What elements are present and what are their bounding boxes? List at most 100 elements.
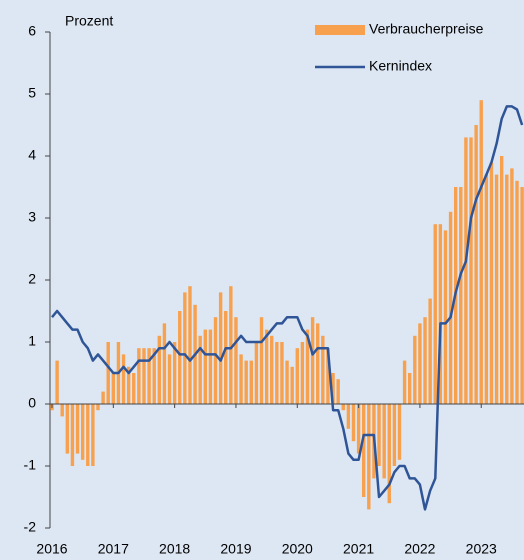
bar bbox=[121, 354, 126, 404]
bar bbox=[275, 342, 279, 404]
bar bbox=[75, 404, 80, 454]
y-tick-label: 4 bbox=[28, 147, 36, 163]
bar bbox=[147, 348, 151, 404]
bar bbox=[157, 335, 162, 404]
y-tick-label: -2 bbox=[24, 519, 37, 535]
bar bbox=[172, 342, 177, 404]
bar bbox=[132, 373, 136, 404]
bar bbox=[290, 366, 294, 404]
bar bbox=[499, 156, 504, 404]
x-tick-label: 2022 bbox=[404, 541, 435, 557]
x-tick-label: 2019 bbox=[220, 541, 251, 557]
bar bbox=[428, 298, 432, 404]
x-tick-label: 2023 bbox=[466, 541, 497, 557]
bar bbox=[280, 342, 284, 404]
bar bbox=[96, 404, 100, 411]
bar bbox=[346, 404, 351, 429]
bar bbox=[60, 404, 64, 417]
bar bbox=[80, 404, 85, 460]
bar bbox=[402, 360, 407, 404]
bar bbox=[356, 404, 361, 454]
bar bbox=[111, 373, 116, 404]
bar bbox=[106, 342, 110, 404]
legend-swatch bbox=[315, 25, 365, 35]
bar bbox=[218, 292, 223, 404]
bar bbox=[494, 174, 499, 404]
bar bbox=[433, 224, 437, 404]
bar bbox=[469, 137, 473, 404]
x-tick-label: 2017 bbox=[98, 541, 129, 557]
y-tick-label: 6 bbox=[28, 23, 36, 39]
bar bbox=[224, 311, 228, 404]
bar bbox=[362, 404, 366, 497]
x-tick-label: 2020 bbox=[282, 541, 313, 557]
bar bbox=[183, 292, 187, 404]
bar bbox=[65, 404, 70, 454]
bar bbox=[413, 335, 417, 404]
x-tick-label: 2018 bbox=[159, 541, 190, 557]
bar bbox=[484, 174, 489, 404]
bar bbox=[336, 379, 340, 404]
bar bbox=[474, 125, 478, 404]
x-tick-label: 2021 bbox=[343, 541, 374, 557]
bar bbox=[270, 335, 274, 404]
bar bbox=[392, 404, 397, 466]
bar bbox=[464, 137, 468, 404]
bar bbox=[249, 360, 253, 404]
bar bbox=[259, 317, 264, 404]
bar bbox=[213, 317, 218, 404]
bar bbox=[91, 404, 95, 466]
bar bbox=[70, 404, 75, 466]
y-tick-label: 5 bbox=[28, 85, 36, 101]
bar bbox=[188, 286, 192, 404]
bar bbox=[295, 348, 299, 404]
bar bbox=[387, 404, 391, 504]
bar bbox=[198, 335, 202, 404]
bar bbox=[510, 168, 514, 404]
legend-label: Verbraucherpreise bbox=[369, 21, 484, 37]
bar bbox=[397, 404, 402, 460]
y-tick-label: 3 bbox=[28, 209, 36, 225]
bar bbox=[321, 335, 325, 404]
bar bbox=[489, 162, 494, 404]
bar bbox=[448, 211, 453, 404]
bar bbox=[305, 329, 310, 404]
legend-label: Kernindex bbox=[369, 58, 432, 74]
bar bbox=[244, 360, 248, 404]
bar bbox=[418, 323, 422, 404]
bar bbox=[382, 404, 386, 479]
bar bbox=[515, 180, 519, 404]
bar bbox=[438, 224, 443, 404]
bar bbox=[203, 329, 207, 404]
bar bbox=[285, 360, 289, 404]
bar bbox=[167, 354, 172, 404]
line bbox=[51, 105, 524, 511]
y-tick-label: 0 bbox=[28, 395, 36, 411]
bar bbox=[423, 317, 427, 404]
bar bbox=[152, 348, 156, 404]
bar bbox=[137, 348, 141, 404]
bar bbox=[443, 230, 448, 404]
bar bbox=[520, 187, 524, 404]
bar bbox=[300, 342, 305, 404]
bar bbox=[351, 404, 356, 442]
bar bbox=[264, 329, 269, 404]
bar bbox=[310, 317, 315, 404]
bar bbox=[234, 317, 238, 404]
bar bbox=[377, 404, 381, 466]
bar bbox=[239, 354, 243, 404]
bar bbox=[101, 391, 105, 404]
x-tick-label: 2016 bbox=[36, 541, 67, 557]
bar bbox=[208, 329, 213, 404]
bar bbox=[229, 286, 233, 404]
bar bbox=[142, 348, 146, 404]
y-tick-label: -1 bbox=[24, 457, 37, 473]
bar bbox=[408, 373, 412, 404]
bar bbox=[254, 342, 259, 404]
y-tick-label: 1 bbox=[28, 333, 36, 349]
y-tick-label: 2 bbox=[28, 271, 36, 287]
bar bbox=[341, 404, 345, 411]
bar bbox=[55, 360, 59, 404]
bar bbox=[178, 311, 182, 404]
